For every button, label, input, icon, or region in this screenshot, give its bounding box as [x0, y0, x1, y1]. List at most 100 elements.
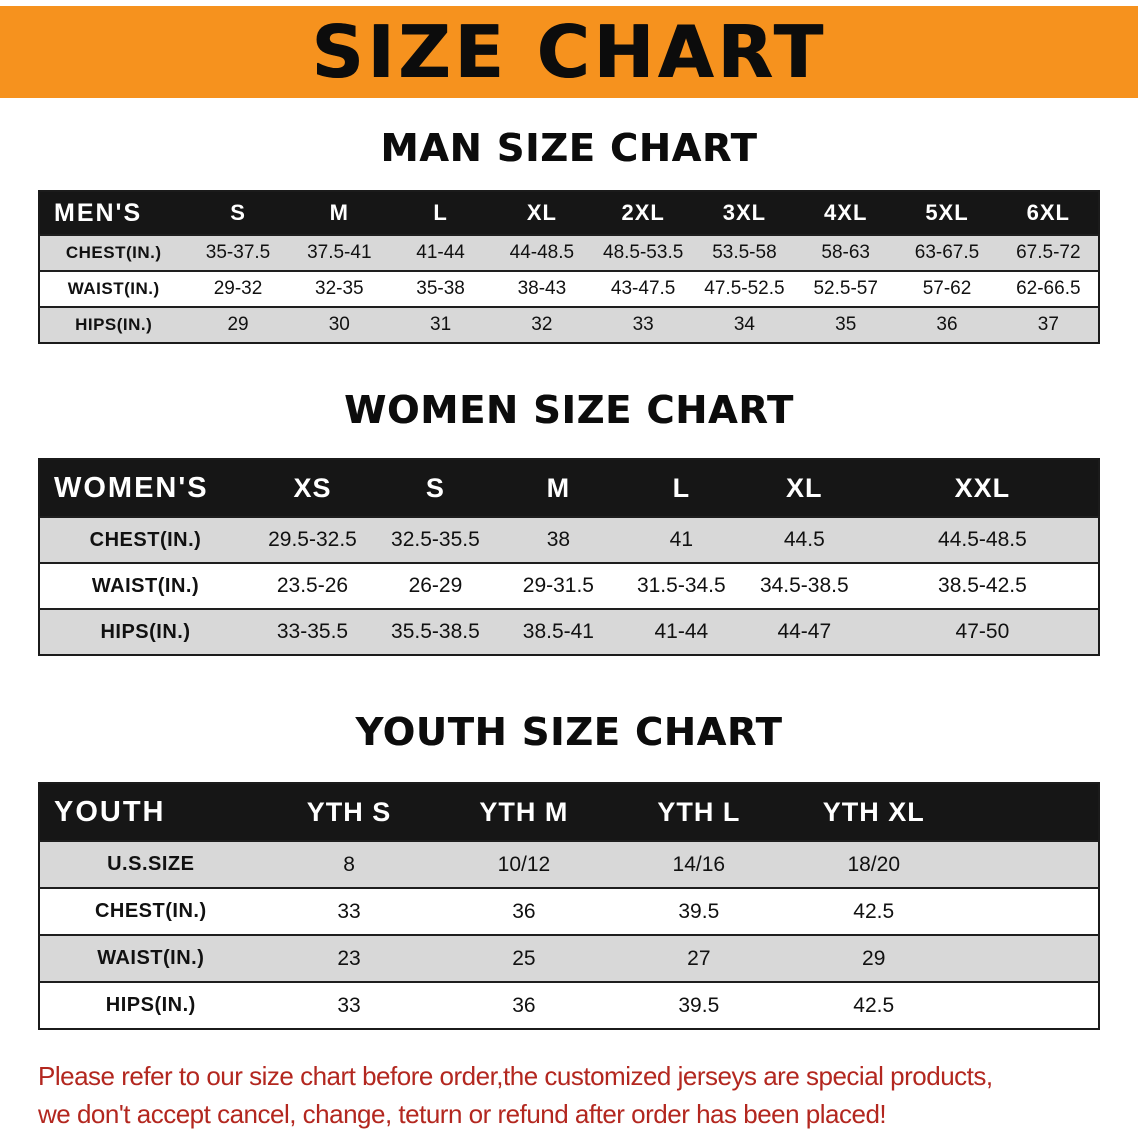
- size-value-cell: 38-43: [491, 270, 593, 307]
- size-value-cell: 42.5: [786, 981, 962, 1029]
- size-value-cell: 43-47.5: [592, 270, 694, 307]
- row-label: HIPS(IN.): [39, 306, 188, 343]
- size-column-header: S: [187, 191, 289, 235]
- section-women: WOMEN SIZE CHART WOMEN'S XS S M L XL XXL CHEST(I…: [38, 388, 1100, 656]
- table-row: HIPS(IN.) 33-35.5 35.5-38.5 38.5-41 41-44 44-…: [39, 608, 1099, 655]
- size-value-cell: 10/12: [436, 840, 612, 888]
- size-value-cell: 35-38: [389, 270, 492, 307]
- size-value-cell: 33: [261, 981, 437, 1029]
- size-column-header: YTH XL: [786, 783, 962, 841]
- disclaimer-line-2: we don't accept cancel, change, teturn o…: [38, 1098, 887, 1129]
- size-value-cell: 29: [786, 934, 962, 982]
- size-column-header: M: [288, 191, 390, 235]
- size-value-cell: 25: [436, 934, 612, 982]
- row-label: HIPS(IN.): [39, 981, 262, 1029]
- table-title: YOUTH: [39, 783, 262, 841]
- size-value-cell: 57-62: [896, 270, 998, 307]
- row-label: WAIST(IN.): [39, 562, 251, 609]
- size-value-cell: 29-31.5: [496, 562, 620, 609]
- size-column-header: S: [373, 459, 497, 517]
- header-row: YOUTH YTH S YTH M YTH L YTH XL: [39, 783, 1099, 841]
- row-label: CHEST(IN.): [39, 887, 262, 935]
- size-column-header: 2XL: [592, 191, 694, 235]
- size-value-cell: 32: [491, 306, 593, 343]
- table-body: U.S.SIZE 8 10/12 14/16 18/20 CHEST(IN.) 33 36 39…: [39, 840, 1099, 1029]
- table-row: CHEST(IN.) 33 36 39.5 42.5: [39, 887, 1099, 935]
- title-banner: SIZE CHART: [0, 6, 1138, 98]
- men-size-table: MEN'S S M L XL 2XL 3XL 4XL 5XL 6XL CHEST(IN.) 35-37…: [38, 190, 1100, 344]
- women-size-table: WOMEN'S XS S M L XL XXL CHEST(IN.) 29.5-32.5 32.5…: [38, 458, 1100, 656]
- size-value-cell: 38.5-41: [496, 608, 620, 655]
- size-value-cell: 52.5-57: [795, 270, 897, 307]
- size-value-cell: 35.5-38.5: [373, 608, 497, 655]
- filler-cell: [961, 934, 1099, 982]
- size-chart-sections: MAN SIZE CHART MEN'S S M L XL 2XL 3XL 4XL 5XL 6XL C…: [38, 126, 1100, 1030]
- size-column-header: XL: [491, 191, 593, 235]
- size-value-cell: 33: [592, 306, 694, 343]
- size-value-cell: 44-47: [742, 608, 866, 655]
- size-chart-page: SIZE CHART MAN SIZE CHART MEN'S S M L XL 2XL 3X…: [0, 6, 1138, 1133]
- size-value-cell: 30: [288, 306, 390, 343]
- size-value-cell: 53.5-58: [693, 234, 796, 271]
- size-value-cell: 31: [389, 306, 492, 343]
- size-value-cell: 67.5-72: [997, 234, 1099, 271]
- size-column-header: YTH M: [436, 783, 612, 841]
- size-value-cell: 23: [261, 934, 437, 982]
- size-value-cell: 33-35.5: [251, 608, 374, 655]
- youth-size-table: YOUTH YTH S YTH M YTH L YTH XL U.S.SIZE 8 10/12…: [38, 782, 1100, 1030]
- table-row: WAIST(IN.) 23.5-26 26-29 29-31.5 31.5-34.5 34…: [39, 562, 1099, 609]
- row-label: WAIST(IN.): [39, 270, 188, 307]
- table-row: CHEST(IN.) 29.5-32.5 32.5-35.5 38 41 44.5 44.5…: [39, 516, 1099, 563]
- header-row: MEN'S S M L XL 2XL 3XL 4XL 5XL 6XL: [39, 191, 1099, 235]
- size-value-cell: 32-35: [288, 270, 390, 307]
- content: MAN SIZE CHART MEN'S S M L XL 2XL 3XL 4XL 5XL 6XL C…: [0, 126, 1138, 1133]
- size-value-cell: 29-32: [187, 270, 289, 307]
- page-title: SIZE CHART: [311, 10, 827, 94]
- section-heading: WOMEN SIZE CHART: [344, 388, 794, 432]
- size-value-cell: 33: [261, 887, 437, 935]
- size-value-cell: 41: [619, 516, 743, 563]
- size-value-cell: 39.5: [611, 887, 787, 935]
- size-value-cell: 29: [187, 306, 289, 343]
- table-row: WAIST(IN.) 23 25 27 29: [39, 934, 1099, 982]
- size-value-cell: 63-67.5: [896, 234, 998, 271]
- size-value-cell: 38.5-42.5: [865, 562, 1099, 609]
- table-row: CHEST(IN.) 35-37.5 37.5-41 41-44 44-48.5 48.5…: [39, 234, 1099, 271]
- table-head: MEN'S S M L XL 2XL 3XL 4XL 5XL 6XL: [39, 191, 1099, 235]
- table-body: CHEST(IN.) 29.5-32.5 32.5-35.5 38 41 44.5 44.5…: [39, 516, 1099, 655]
- size-value-cell: 47.5-52.5: [693, 270, 796, 307]
- size-value-cell: 36: [436, 981, 612, 1029]
- size-value-cell: 48.5-53.5: [592, 234, 694, 271]
- size-value-cell: 47-50: [865, 608, 1099, 655]
- size-value-cell: 44.5: [742, 516, 866, 563]
- size-column-header: M: [496, 459, 620, 517]
- size-value-cell: 58-63: [795, 234, 897, 271]
- size-value-cell: 34: [693, 306, 796, 343]
- row-label: WAIST(IN.): [39, 934, 262, 982]
- disclaimer-text: Please refer to our size chart before or…: [38, 1058, 1100, 1133]
- size-value-cell: 23.5-26: [251, 562, 374, 609]
- table-row: HIPS(IN.) 33 36 39.5 42.5: [39, 981, 1099, 1029]
- size-value-cell: 32.5-35.5: [373, 516, 497, 563]
- header-row: WOMEN'S XS S M L XL XXL: [39, 459, 1099, 517]
- row-label: CHEST(IN.): [39, 234, 188, 271]
- section-youth: YOUTH SIZE CHART YOUTH YTH S YTH M YTH L YTH …: [38, 710, 1100, 1030]
- size-value-cell: 39.5: [611, 981, 787, 1029]
- table-title: WOMEN'S: [39, 459, 251, 517]
- size-column-header: XL: [742, 459, 866, 517]
- size-value-cell: 18/20: [786, 840, 962, 888]
- size-column-header: 6XL: [997, 191, 1099, 235]
- size-value-cell: 8: [261, 840, 437, 888]
- size-value-cell: 41-44: [389, 234, 492, 271]
- size-column-header: 4XL: [795, 191, 897, 235]
- table-title: MEN'S: [39, 191, 188, 235]
- size-value-cell: 44.5-48.5: [865, 516, 1099, 563]
- row-label: CHEST(IN.): [39, 516, 251, 563]
- size-column-header: 5XL: [896, 191, 998, 235]
- table-head: WOMEN'S XS S M L XL XXL: [39, 459, 1099, 517]
- size-value-cell: 38: [496, 516, 620, 563]
- table-head: YOUTH YTH S YTH M YTH L YTH XL: [39, 783, 1099, 841]
- size-value-cell: 31.5-34.5: [619, 562, 743, 609]
- size-value-cell: 62-66.5: [997, 270, 1099, 307]
- size-value-cell: 37: [997, 306, 1099, 343]
